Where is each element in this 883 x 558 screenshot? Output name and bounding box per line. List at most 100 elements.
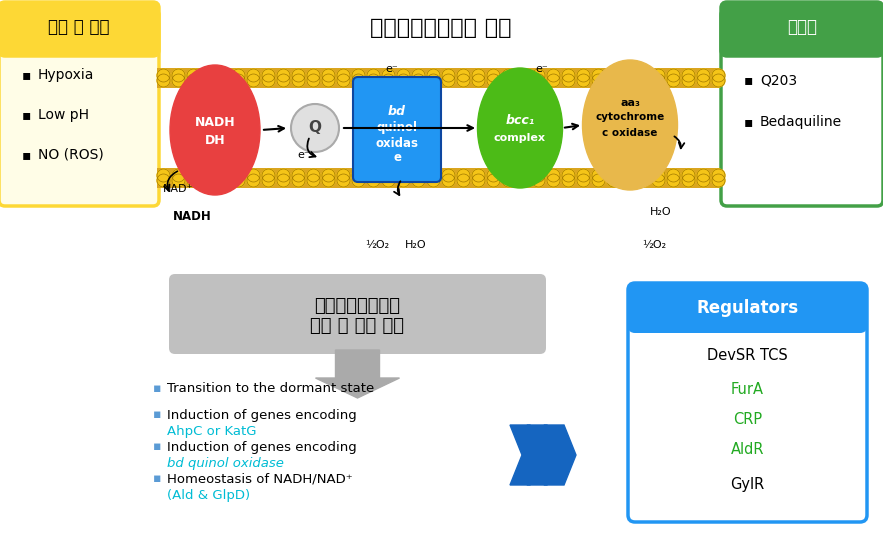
Circle shape xyxy=(217,74,230,87)
Text: DH: DH xyxy=(205,133,225,147)
Circle shape xyxy=(382,74,395,87)
Text: Low pH: Low pH xyxy=(38,108,89,122)
Circle shape xyxy=(652,74,665,87)
Circle shape xyxy=(517,74,530,87)
Circle shape xyxy=(547,74,560,87)
Circle shape xyxy=(307,74,320,87)
Circle shape xyxy=(652,174,665,187)
Text: CRP: CRP xyxy=(733,412,762,427)
Circle shape xyxy=(412,69,425,82)
Circle shape xyxy=(291,104,339,152)
Text: Q203: Q203 xyxy=(760,73,797,87)
Circle shape xyxy=(562,174,575,187)
Circle shape xyxy=(487,174,500,187)
Circle shape xyxy=(442,174,455,187)
Text: ▪: ▪ xyxy=(153,382,162,395)
Circle shape xyxy=(592,74,605,87)
Circle shape xyxy=(502,169,515,182)
Circle shape xyxy=(547,169,560,182)
Circle shape xyxy=(517,69,530,82)
Circle shape xyxy=(667,74,680,87)
Circle shape xyxy=(607,169,620,182)
Text: 호흡전자전달계의 억제: 호흡전자전달계의 억제 xyxy=(370,18,512,38)
Circle shape xyxy=(472,169,485,182)
Circle shape xyxy=(352,174,365,187)
Circle shape xyxy=(607,174,620,187)
Text: cytochrome: cytochrome xyxy=(595,112,665,122)
Text: 숙주 내 조건: 숙주 내 조건 xyxy=(49,18,109,36)
Circle shape xyxy=(232,69,245,82)
Circle shape xyxy=(292,69,305,82)
Text: AhpC or KatG: AhpC or KatG xyxy=(167,426,256,439)
Circle shape xyxy=(157,174,170,187)
Circle shape xyxy=(382,169,395,182)
Circle shape xyxy=(292,174,305,187)
Circle shape xyxy=(247,174,260,187)
Circle shape xyxy=(202,74,215,87)
Text: NADH: NADH xyxy=(173,210,212,223)
Text: ▪: ▪ xyxy=(22,108,32,122)
Circle shape xyxy=(337,69,350,82)
Circle shape xyxy=(457,174,470,187)
Circle shape xyxy=(457,169,470,182)
Text: Bedaquiline: Bedaquiline xyxy=(760,115,842,129)
Circle shape xyxy=(187,174,200,187)
Circle shape xyxy=(262,169,275,182)
Circle shape xyxy=(637,174,650,187)
Circle shape xyxy=(262,69,275,82)
Circle shape xyxy=(352,169,365,182)
Circle shape xyxy=(187,169,200,182)
Circle shape xyxy=(172,174,185,187)
Circle shape xyxy=(637,74,650,87)
Circle shape xyxy=(442,169,455,182)
Circle shape xyxy=(427,169,440,182)
Circle shape xyxy=(697,174,710,187)
Circle shape xyxy=(607,74,620,87)
Circle shape xyxy=(622,174,635,187)
Circle shape xyxy=(382,69,395,82)
Ellipse shape xyxy=(583,60,677,190)
Circle shape xyxy=(472,69,485,82)
Circle shape xyxy=(652,169,665,182)
Circle shape xyxy=(157,169,170,182)
Circle shape xyxy=(697,69,710,82)
Text: c oxidase: c oxidase xyxy=(602,128,658,138)
FancyBboxPatch shape xyxy=(157,68,720,88)
Circle shape xyxy=(667,174,680,187)
Circle shape xyxy=(562,169,575,182)
Circle shape xyxy=(592,174,605,187)
Circle shape xyxy=(652,69,665,82)
Circle shape xyxy=(712,69,725,82)
Circle shape xyxy=(337,169,350,182)
Text: 항생제: 항생제 xyxy=(787,18,817,36)
Circle shape xyxy=(682,74,695,87)
Circle shape xyxy=(712,174,725,187)
Circle shape xyxy=(367,174,380,187)
Circle shape xyxy=(322,174,335,187)
Circle shape xyxy=(187,69,200,82)
Text: ▪: ▪ xyxy=(153,440,162,454)
Circle shape xyxy=(427,174,440,187)
Circle shape xyxy=(247,74,260,87)
Circle shape xyxy=(547,69,560,82)
Text: oxidas: oxidas xyxy=(375,137,419,150)
Circle shape xyxy=(217,69,230,82)
Circle shape xyxy=(352,69,365,82)
Circle shape xyxy=(157,74,170,87)
Circle shape xyxy=(427,69,440,82)
Circle shape xyxy=(457,69,470,82)
Polygon shape xyxy=(544,425,576,485)
Circle shape xyxy=(532,69,545,82)
Circle shape xyxy=(277,174,290,187)
Circle shape xyxy=(322,69,335,82)
Text: e⁻: e⁻ xyxy=(386,64,398,74)
Text: ▪: ▪ xyxy=(153,408,162,421)
Circle shape xyxy=(172,169,185,182)
Text: bcc₁: bcc₁ xyxy=(505,113,534,127)
Text: NADH: NADH xyxy=(194,116,235,128)
Text: ▪: ▪ xyxy=(744,73,753,87)
Circle shape xyxy=(337,174,350,187)
Circle shape xyxy=(232,169,245,182)
Text: ▪: ▪ xyxy=(744,115,753,129)
Ellipse shape xyxy=(170,65,260,195)
